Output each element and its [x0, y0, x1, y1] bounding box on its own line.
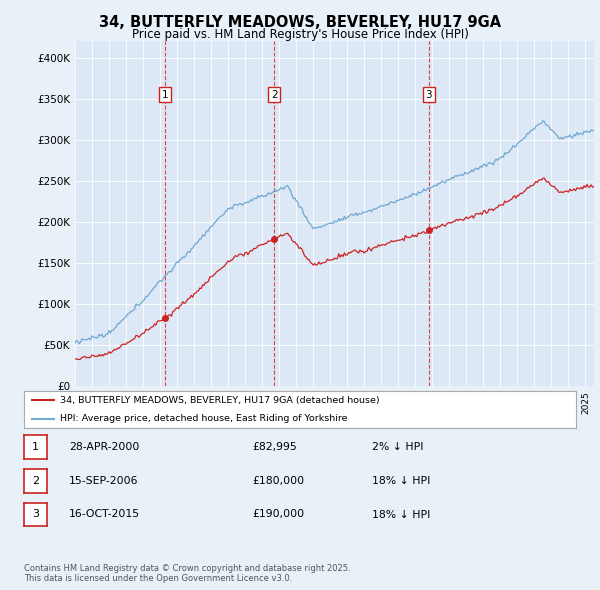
Text: 15-SEP-2006: 15-SEP-2006: [69, 476, 139, 486]
Text: 18% ↓ HPI: 18% ↓ HPI: [372, 510, 430, 519]
Text: £82,995: £82,995: [252, 442, 297, 452]
Text: 28-APR-2000: 28-APR-2000: [69, 442, 139, 452]
Text: £190,000: £190,000: [252, 510, 304, 519]
Text: 1: 1: [32, 442, 39, 452]
Text: Contains HM Land Registry data © Crown copyright and database right 2025.
This d: Contains HM Land Registry data © Crown c…: [24, 564, 350, 583]
Text: 2: 2: [271, 90, 278, 100]
Text: 3: 3: [32, 510, 39, 519]
Text: 34, BUTTERFLY MEADOWS, BEVERLEY, HU17 9GA (detached house): 34, BUTTERFLY MEADOWS, BEVERLEY, HU17 9G…: [60, 396, 380, 405]
Text: HPI: Average price, detached house, East Riding of Yorkshire: HPI: Average price, detached house, East…: [60, 414, 347, 423]
Text: 34, BUTTERFLY MEADOWS, BEVERLEY, HU17 9GA: 34, BUTTERFLY MEADOWS, BEVERLEY, HU17 9G…: [99, 15, 501, 30]
Text: 3: 3: [425, 90, 432, 100]
Text: £180,000: £180,000: [252, 476, 304, 486]
Text: 18% ↓ HPI: 18% ↓ HPI: [372, 476, 430, 486]
Text: 1: 1: [162, 90, 169, 100]
Text: Price paid vs. HM Land Registry's House Price Index (HPI): Price paid vs. HM Land Registry's House …: [131, 28, 469, 41]
Text: 2% ↓ HPI: 2% ↓ HPI: [372, 442, 424, 452]
Text: 16-OCT-2015: 16-OCT-2015: [69, 510, 140, 519]
Text: 2: 2: [32, 476, 39, 486]
